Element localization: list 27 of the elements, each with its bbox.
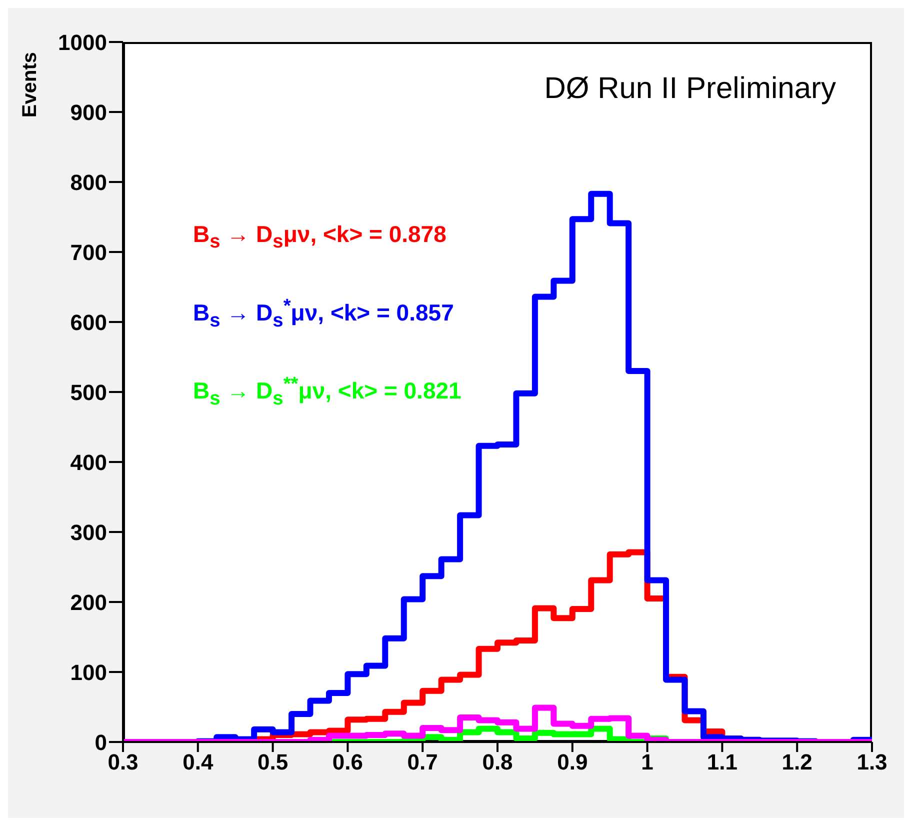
y-tick-label: 300 (70, 520, 107, 545)
x-tick-label: 0.9 (557, 750, 588, 775)
y-tick-label: 200 (70, 590, 107, 615)
y-tick-label: 700 (70, 240, 107, 265)
x-tick-label: 0.8 (482, 750, 513, 775)
y-tick-label: 0 (94, 730, 107, 755)
x-tick-label: 1.2 (782, 750, 812, 775)
x-tick-label: 0.6 (332, 750, 363, 775)
y-tick-label: 100 (70, 660, 107, 685)
x-tick-label: 1.3 (856, 750, 888, 775)
x-tick-label: 0.4 (182, 750, 214, 775)
y-tick-label: 600 (70, 310, 107, 335)
y-tick-label: 400 (70, 450, 107, 475)
x-tick-label: 0.5 (258, 750, 288, 775)
y-tick-label: 1000 (58, 30, 107, 55)
text: DØ Run II Preliminary (544, 72, 836, 105)
y-tick-label: 800 (70, 170, 107, 195)
text: B$_{s}$ → D$_{s}$$^{*}$μν, <k> = 0.857 (193, 294, 455, 333)
text: B$_{s}$ → D$_{s}$$^{**}$μν, <k> = 0.821 (193, 372, 462, 412)
x-tick-label: 1.1 (706, 750, 738, 775)
y-tick-label: 500 (70, 380, 107, 405)
text: B$_{s}$ → D$_{s}$μν, <k> = 0.878 (193, 220, 448, 255)
x-tick-label: 1 (641, 750, 654, 775)
x-tick-label: 0.7 (407, 750, 438, 775)
x-tick-label: 0.3 (108, 750, 138, 775)
y-tick-label: 900 (70, 100, 107, 125)
y-axis-title: Events (19, 52, 41, 118)
